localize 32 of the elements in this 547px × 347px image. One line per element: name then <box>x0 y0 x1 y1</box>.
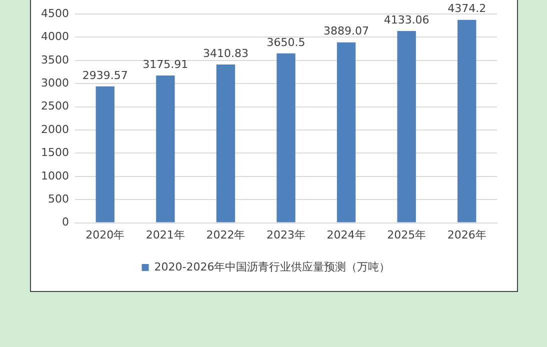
y-tick-label: 2000 <box>40 122 69 136</box>
x-tick-label: 2023年 <box>266 228 306 242</box>
x-tick-label: 2025年 <box>387 228 426 242</box>
data-label: 3650.5 <box>266 36 306 49</box>
x-tick-label: 2022年 <box>206 228 246 242</box>
x-tick-label: 2021年 <box>146 228 185 242</box>
legend-label: 2020-2026年中国沥青行业供应量预测（万吨） <box>154 260 390 274</box>
y-tick-label: 4000 <box>40 30 69 44</box>
y-tick-label: 3000 <box>40 76 69 90</box>
y-tick-label: 1500 <box>40 146 69 160</box>
bar <box>96 86 114 222</box>
bar <box>276 53 296 222</box>
bar <box>336 42 356 222</box>
data-label: 4374.2 <box>448 2 486 16</box>
x-tick-label: 2026年 <box>447 228 486 242</box>
bar <box>458 20 476 222</box>
bar <box>397 31 416 222</box>
data-label: 3175.91 <box>142 58 188 71</box>
bar <box>156 75 175 222</box>
y-tick-label: 500 <box>48 192 69 206</box>
y-tick-label: 0 <box>62 216 69 229</box>
y-tick-label: 3500 <box>40 53 69 66</box>
y-tick-label: 2500 <box>40 100 69 113</box>
bar <box>216 64 236 222</box>
data-label: 4133.06 <box>384 13 430 26</box>
data-label: 3889.07 <box>324 24 370 38</box>
y-tick-label: 4500 <box>40 6 69 20</box>
data-label: 2939.57 <box>82 68 128 82</box>
x-tick-label: 2024年 <box>326 228 366 242</box>
x-tick-label: 2020年 <box>86 228 125 242</box>
data-label: 3410.83 <box>202 46 248 60</box>
y-tick-label: 1000 <box>40 169 69 182</box>
